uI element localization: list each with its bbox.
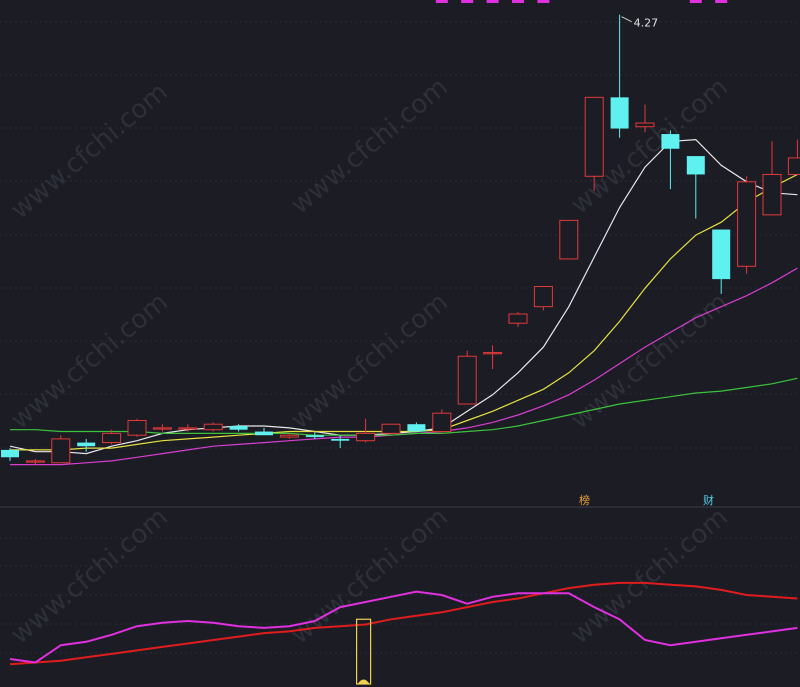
candle-body: [25, 460, 45, 463]
candle: [77, 438, 96, 452]
candle-body: [51, 438, 71, 464]
candle-body: [483, 352, 503, 355]
candle-body: [178, 427, 198, 430]
strip-mark: [715, 0, 728, 3]
candle-body: [381, 423, 401, 434]
indicator-lines: [9, 581, 798, 666]
high-price-label: 4.27: [634, 17, 659, 30]
candle-body: [762, 173, 782, 216]
indicator-grid: [0, 537, 800, 654]
tag-bang: 榜: [579, 493, 590, 507]
candle-body: [661, 134, 680, 149]
candle: [407, 422, 426, 432]
strip-mark: [512, 0, 524, 3]
ma2-line: [10, 173, 798, 451]
candle-body: [356, 432, 376, 442]
candle: [584, 96, 604, 191]
candle: [255, 427, 273, 436]
event-tags: 榜财: [579, 493, 714, 507]
candle-body: [584, 96, 604, 177]
candle: [686, 156, 705, 219]
candle: [737, 176, 757, 274]
candle: [712, 229, 731, 294]
candle-body: [331, 438, 350, 441]
candle-body: [305, 435, 324, 438]
strip-mark: [689, 0, 702, 3]
candle-body: [787, 157, 800, 175]
candle-body: [686, 156, 705, 175]
candle: [483, 345, 503, 370]
candle: [762, 141, 782, 216]
candle-body: [712, 229, 731, 280]
top-signal-strip: [435, 0, 728, 3]
candle: [229, 424, 248, 432]
candle-body: [127, 420, 147, 436]
high-label-group: 4.27: [621, 16, 659, 30]
tag-cai: 财: [703, 493, 714, 507]
candle-body: [279, 434, 299, 438]
candle-body: [610, 97, 629, 129]
strip-mark: [486, 0, 499, 3]
candle-body: [533, 285, 553, 308]
candle-body: [77, 442, 96, 447]
strip-mark: [435, 0, 448, 3]
candle-body: [737, 181, 757, 267]
candle: [279, 433, 299, 439]
candle-body: [203, 423, 223, 431]
indicator-magenta-line: [9, 590, 798, 664]
candle-body: [432, 412, 452, 433]
candle: [203, 422, 223, 432]
candle-body: [635, 122, 655, 128]
candle: [457, 350, 477, 405]
candle: [508, 312, 528, 327]
high-label-pointer: [621, 16, 632, 23]
candle: [432, 409, 452, 434]
candle: [102, 429, 122, 445]
candle: [25, 459, 45, 465]
candle: [305, 431, 324, 439]
candle-body: [152, 427, 172, 430]
candles-layer: [1, 14, 800, 465]
candle: [1, 448, 19, 461]
candle-body: [102, 432, 122, 444]
candle: [152, 424, 172, 432]
candle: [661, 130, 680, 190]
candle: [331, 435, 350, 449]
signal-bar-cap: [357, 679, 370, 684]
strip-mark: [461, 0, 474, 3]
candle: [127, 418, 147, 438]
candle-body: [229, 426, 248, 430]
candle-body: [407, 424, 426, 432]
candle: [381, 423, 401, 436]
main-grid: [0, 21, 800, 449]
candle-body: [559, 219, 579, 260]
candle: [533, 285, 553, 311]
indicator-marker-group: [356, 618, 372, 685]
candle-body: [1, 449, 19, 458]
candle: [559, 219, 579, 260]
candle: [635, 104, 655, 133]
strip-mark: [537, 0, 550, 3]
candle-body: [508, 313, 528, 324]
candle: [356, 418, 376, 443]
candle: [787, 139, 800, 175]
candle: [178, 424, 198, 432]
candle-body: [255, 431, 273, 436]
indicator-red-line: [9, 581, 798, 666]
candle-body: [457, 355, 477, 405]
candle: [610, 14, 629, 138]
candle: [51, 435, 71, 464]
